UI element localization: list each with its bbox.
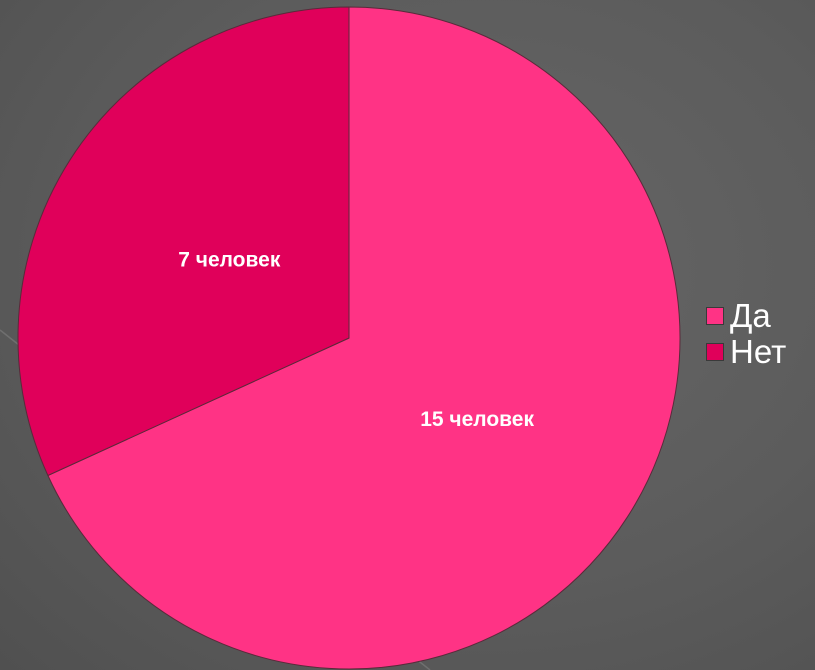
pie-slices	[17, 6, 681, 670]
chart-legend: Да Нет	[706, 298, 786, 370]
pie-data-labels: 15 человек 7 человек	[178, 249, 534, 431]
legend-swatch-net	[706, 343, 724, 361]
legend-label-da: Да	[730, 297, 771, 334]
legend-item-da: Да	[706, 298, 786, 334]
pie-slice-net	[17, 6, 350, 477]
legend-item-net: Нет	[706, 334, 786, 370]
data-label-da: 15 человек	[420, 408, 534, 431]
data-label-net: 7 человек	[178, 249, 281, 272]
pie-slice-da	[47, 6, 681, 670]
legend-swatch-da	[706, 307, 724, 325]
legend-label-net: Нет	[730, 333, 787, 370]
